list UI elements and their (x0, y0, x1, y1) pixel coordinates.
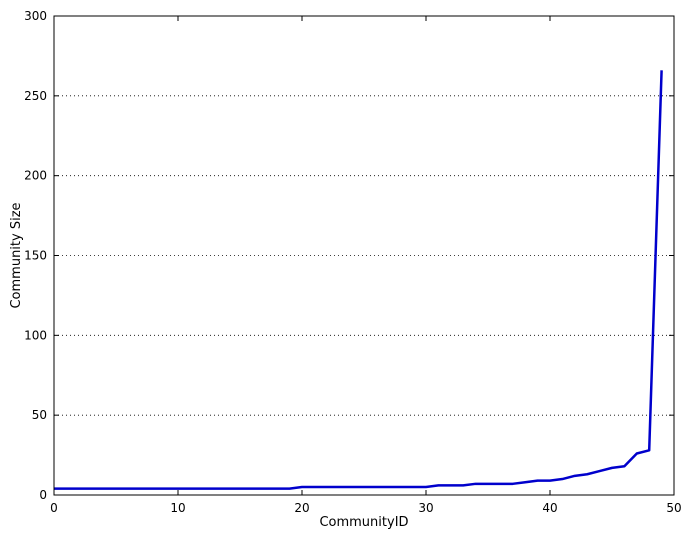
y-tick-label: 250 (24, 89, 47, 103)
y-axis-ticks: 0 50 100 150 200 250 300 (24, 9, 674, 502)
y-tick-label: 150 (24, 249, 47, 263)
x-tick-label: 50 (666, 501, 681, 515)
y-tick-label: 200 (24, 169, 47, 183)
x-axis-label: CommunityID (319, 515, 408, 530)
x-tick-label: 30 (418, 501, 433, 515)
grid-lines (54, 95, 674, 416)
x-tick-label: 0 (50, 501, 58, 515)
y-tick-label: 0 (39, 488, 47, 502)
y-tick-label: 100 (24, 328, 47, 342)
y-tick-label: 50 (32, 408, 47, 422)
x-axis-ticks: 0 10 20 30 40 50 (50, 16, 682, 515)
y-tick-label: 300 (24, 9, 47, 23)
x-tick-label: 20 (294, 501, 309, 515)
x-tick-label: 10 (170, 501, 185, 515)
series-line (54, 70, 663, 490)
x-tick-label: 40 (542, 501, 557, 515)
y-axis-label: Community Size (9, 202, 24, 308)
